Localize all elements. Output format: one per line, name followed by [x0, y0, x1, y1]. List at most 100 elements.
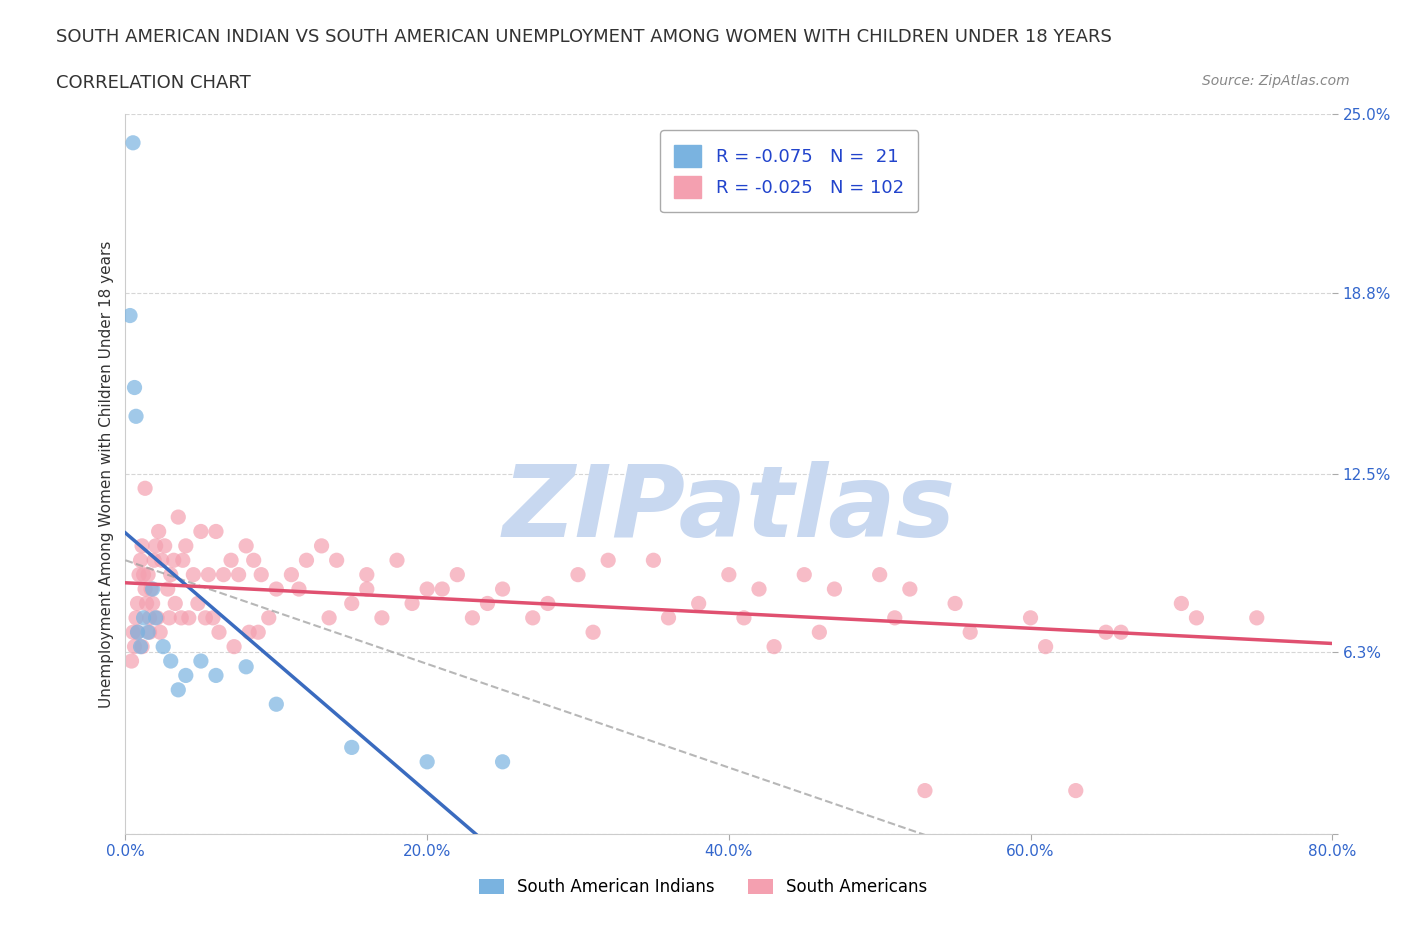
Point: [187, 596, 209, 611]
Point: [914, 783, 936, 798]
Point: [657, 610, 679, 625]
Point: [477, 596, 499, 611]
Y-axis label: Unemployment Among Women with Children Under 18 years: Unemployment Among Women with Children U…: [100, 240, 114, 708]
Point: [212, 567, 235, 582]
Point: [125, 409, 148, 424]
Point: [159, 654, 181, 669]
Point: [129, 552, 152, 567]
Text: CORRELATION CHART: CORRELATION CHART: [56, 74, 252, 92]
Text: Source: ZipAtlas.com: Source: ZipAtlas.com: [1202, 74, 1350, 88]
Point: [643, 552, 665, 567]
Point: [159, 567, 181, 582]
Point: [145, 610, 167, 625]
Point: [127, 596, 149, 611]
Point: [156, 581, 179, 596]
Point: [1170, 596, 1192, 611]
Point: [793, 567, 815, 582]
Text: SOUTH AMERICAN INDIAN VS SOUTH AMERICAN UNEMPLOYMENT AMONG WOMEN WITH CHILDREN U: SOUTH AMERICAN INDIAN VS SOUTH AMERICAN …: [56, 28, 1112, 46]
Point: [124, 380, 146, 395]
Point: [318, 610, 340, 625]
Point: [1109, 625, 1132, 640]
Point: [238, 625, 260, 640]
Point: [167, 510, 190, 525]
Point: [235, 659, 257, 674]
Point: [157, 610, 180, 625]
Point: [883, 610, 905, 625]
Point: [491, 581, 513, 596]
Point: [869, 567, 891, 582]
Point: [371, 610, 394, 625]
Legend: South American Indians, South Americans: South American Indians, South Americans: [472, 871, 934, 903]
Point: [717, 567, 740, 582]
Point: [1185, 610, 1208, 625]
Point: [138, 625, 160, 640]
Point: [172, 552, 194, 567]
Point: [134, 481, 156, 496]
Point: [733, 610, 755, 625]
Point: [257, 610, 280, 625]
Point: [340, 596, 363, 611]
Point: [167, 683, 190, 698]
Point: [177, 610, 200, 625]
Point: [142, 596, 165, 611]
Point: [128, 567, 150, 582]
Point: [266, 581, 288, 596]
Point: [194, 610, 217, 625]
Point: [132, 610, 155, 625]
Text: ZIPatlas: ZIPatlas: [502, 461, 956, 558]
Point: [125, 610, 148, 625]
Point: [311, 538, 333, 553]
Point: [124, 639, 146, 654]
Point: [823, 581, 845, 596]
Point: [190, 654, 212, 669]
Point: [1035, 639, 1057, 654]
Point: [943, 596, 966, 611]
Point: [122, 136, 145, 151]
Point: [295, 552, 318, 567]
Point: [197, 567, 219, 582]
Point: [148, 524, 170, 538]
Point: [201, 610, 224, 625]
Point: [165, 596, 187, 611]
Point: [356, 567, 378, 582]
Point: [174, 538, 197, 553]
Point: [288, 581, 311, 596]
Point: [385, 552, 408, 567]
Point: [250, 567, 273, 582]
Point: [135, 596, 157, 611]
Point: [136, 625, 159, 640]
Point: [446, 567, 468, 582]
Point: [401, 596, 423, 611]
Point: [582, 625, 605, 640]
Point: [567, 567, 589, 582]
Point: [183, 567, 205, 582]
Point: [416, 581, 439, 596]
Point: [808, 625, 831, 640]
Point: [170, 610, 193, 625]
Point: [748, 581, 770, 596]
Point: [129, 639, 152, 654]
Point: [228, 567, 250, 582]
Point: [688, 596, 710, 611]
Point: [522, 610, 544, 625]
Point: [152, 639, 174, 654]
Point: [247, 625, 270, 640]
Point: [242, 552, 264, 567]
Point: [138, 610, 160, 625]
Point: [190, 524, 212, 538]
Point: [122, 625, 145, 640]
Point: [763, 639, 786, 654]
Point: [537, 596, 560, 611]
Point: [222, 639, 245, 654]
Point: [146, 610, 169, 625]
Point: [145, 538, 167, 553]
Point: [416, 754, 439, 769]
Point: [143, 552, 166, 567]
Point: [219, 552, 242, 567]
Point: [174, 668, 197, 683]
Point: [127, 625, 149, 640]
Point: [461, 610, 484, 625]
Point: [136, 567, 159, 582]
Point: [127, 625, 149, 640]
Point: [432, 581, 454, 596]
